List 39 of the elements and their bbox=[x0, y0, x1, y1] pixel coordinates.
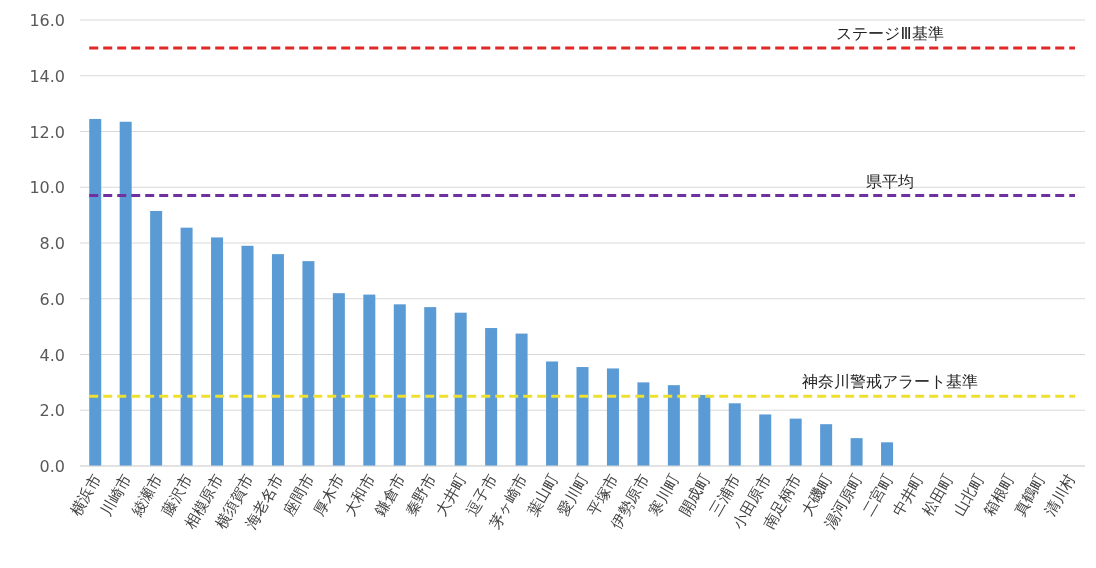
y-tick-label: 10.0 bbox=[29, 178, 65, 198]
bar bbox=[576, 367, 589, 466]
ref-line-label: 県平均 bbox=[866, 171, 914, 191]
ref-line-label: ステージⅢ基準 bbox=[836, 23, 944, 43]
bar bbox=[454, 312, 467, 466]
bar bbox=[241, 245, 254, 466]
y-tick-label: 16.0 bbox=[29, 11, 65, 30]
bar bbox=[820, 424, 833, 466]
bar bbox=[485, 328, 498, 466]
ref-line-label: 神奈川警戒アラート基準 bbox=[802, 372, 978, 392]
y-tick-label: 6.0 bbox=[39, 289, 65, 309]
bar bbox=[546, 361, 559, 466]
y-tick-label: 12.0 bbox=[29, 122, 65, 142]
bar bbox=[881, 442, 894, 466]
bar bbox=[606, 368, 619, 466]
bar bbox=[698, 394, 711, 466]
y-tick-label: 2.0 bbox=[39, 401, 65, 421]
bar bbox=[150, 210, 163, 466]
bar bbox=[332, 293, 345, 466]
bar bbox=[180, 227, 193, 466]
bar bbox=[728, 403, 741, 466]
bar bbox=[119, 121, 132, 466]
y-tick-label: 14.0 bbox=[29, 66, 65, 86]
bar bbox=[667, 385, 680, 466]
bar bbox=[637, 382, 650, 466]
bar bbox=[89, 118, 102, 466]
bar bbox=[850, 438, 863, 466]
bar bbox=[515, 333, 528, 466]
bar bbox=[393, 304, 406, 466]
bar bbox=[211, 237, 224, 466]
bar bbox=[424, 307, 437, 466]
bar bbox=[759, 414, 772, 466]
bar bbox=[363, 294, 376, 466]
y-tick-label: 0.0 bbox=[39, 457, 65, 476]
y-tick-label: 4.0 bbox=[39, 345, 65, 365]
bar bbox=[789, 418, 802, 466]
bar bbox=[271, 254, 284, 466]
y-tick-label: 8.0 bbox=[39, 234, 65, 253]
bar bbox=[302, 261, 315, 466]
